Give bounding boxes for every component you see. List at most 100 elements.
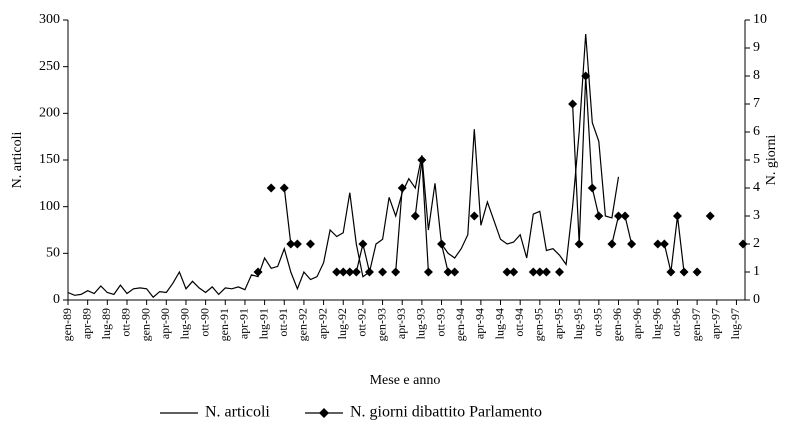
diamond-marker xyxy=(292,239,302,249)
x-tick-label: apr-97 xyxy=(709,308,723,339)
x-tick-label: apr-90 xyxy=(158,308,172,339)
x-axis-label: Mese e anno xyxy=(370,373,441,388)
y2-tick-label: 4 xyxy=(753,180,760,195)
diamond-marker xyxy=(705,211,715,221)
x-tick-label: lug-92 xyxy=(335,308,349,339)
diamond-marker xyxy=(305,239,315,249)
diamond-marker xyxy=(574,239,584,249)
y2-tick-label: 3 xyxy=(753,208,760,223)
x-tick-label: apr-96 xyxy=(630,308,644,339)
diamond-marker xyxy=(410,211,420,221)
diamond-marker xyxy=(279,183,289,193)
y-tick-label: 50 xyxy=(46,246,60,261)
diamond-marker xyxy=(450,267,460,277)
y-tick-label: 100 xyxy=(39,199,60,214)
legend-label: N. giorni dibattito Parlamento xyxy=(350,404,542,421)
diamond-marker xyxy=(587,183,597,193)
diamond-marker xyxy=(364,267,374,277)
diamond-marker xyxy=(541,267,551,277)
diamond-marker xyxy=(351,267,361,277)
diamond-marker xyxy=(528,267,538,277)
legend-marker xyxy=(319,408,329,418)
x-tick-label: gen-90 xyxy=(138,308,152,341)
y-tick-label: 0 xyxy=(53,292,60,307)
y2-tick-label: 1 xyxy=(753,264,760,279)
diamond-marker xyxy=(679,267,689,277)
x-tick-label: ott-89 xyxy=(119,308,133,337)
x-tick-label: lug-93 xyxy=(414,308,428,339)
x-tick-label: gen-91 xyxy=(217,308,231,341)
x-tick-label: lug-91 xyxy=(256,308,270,339)
y2-tick-label: 5 xyxy=(753,152,760,167)
diamond-marker xyxy=(672,211,682,221)
y-tick-label: 250 xyxy=(39,59,60,74)
diamond-marker xyxy=(397,183,407,193)
x-tick-label: apr-91 xyxy=(237,308,251,339)
y-tick-label: 200 xyxy=(39,106,60,121)
diamond-marker xyxy=(613,211,623,221)
x-tick-label: apr-93 xyxy=(394,308,408,339)
diamond-marker xyxy=(607,239,617,249)
diamond-marker xyxy=(594,211,604,221)
diamond-marker xyxy=(666,267,676,277)
y2-tick-label: 2 xyxy=(753,236,760,251)
x-tick-label: ott-96 xyxy=(669,308,683,337)
diamond-marker xyxy=(253,267,263,277)
diamond-marker xyxy=(345,267,355,277)
diamond-marker xyxy=(620,211,630,221)
x-tick-label: gen-92 xyxy=(296,308,310,341)
x-tick-label: gen-96 xyxy=(610,308,624,341)
x-tick-label: ott-95 xyxy=(591,308,605,337)
series-line xyxy=(336,243,371,273)
series-line xyxy=(611,215,633,245)
diamond-marker xyxy=(338,267,348,277)
y2-tick-label: 8 xyxy=(753,68,760,83)
x-tick-label: ott-92 xyxy=(355,308,369,337)
x-tick-label: apr-95 xyxy=(551,308,565,339)
x-tick-label: gen-95 xyxy=(532,308,546,341)
diamond-marker xyxy=(378,267,388,277)
diamond-marker xyxy=(332,267,342,277)
x-tick-label: apr-92 xyxy=(315,308,329,339)
y2-tick-label: 7 xyxy=(753,96,760,111)
x-tick-label: lug-89 xyxy=(99,308,113,339)
diamond-marker xyxy=(437,239,447,249)
diamond-marker xyxy=(502,267,512,277)
x-tick-label: lug-96 xyxy=(650,308,664,339)
series-line xyxy=(67,33,620,299)
diamond-marker xyxy=(266,183,276,193)
series-line xyxy=(395,187,403,273)
x-tick-label: lug-90 xyxy=(178,308,192,339)
x-tick-label: gen-94 xyxy=(453,308,467,341)
diamond-marker xyxy=(568,99,578,109)
diamond-marker xyxy=(286,239,296,249)
diamond-marker xyxy=(738,239,748,249)
series-line xyxy=(283,187,298,245)
x-tick-label: ott-93 xyxy=(433,308,447,337)
x-tick-label: lug-95 xyxy=(571,308,585,339)
diamond-marker xyxy=(423,267,433,277)
diamond-marker xyxy=(417,155,427,165)
x-tick-label: ott-91 xyxy=(276,308,290,337)
diamond-marker xyxy=(659,239,669,249)
y-tick-label: 150 xyxy=(39,152,60,167)
x-tick-label: lug-94 xyxy=(492,308,506,339)
x-tick-label: apr-89 xyxy=(79,308,93,339)
diamond-marker xyxy=(469,211,479,221)
legend-label: N. articoli xyxy=(205,404,270,421)
x-tick-label: gen-93 xyxy=(374,308,388,341)
diamond-marker xyxy=(653,239,663,249)
diamond-marker xyxy=(443,267,453,277)
y2-tick-label: 0 xyxy=(753,292,760,307)
x-tick-label: apr-94 xyxy=(473,308,487,339)
x-tick-label: ott-90 xyxy=(197,308,211,337)
diamond-marker xyxy=(535,267,545,277)
y-axis-label: N. articoli xyxy=(10,132,25,189)
x-tick-label: gen-97 xyxy=(689,308,703,341)
x-tick-label: ott-94 xyxy=(512,308,526,337)
diamond-marker xyxy=(358,239,368,249)
diamond-marker xyxy=(391,267,401,277)
y2-axis-label: N. giorni xyxy=(764,135,779,186)
diamond-marker xyxy=(627,239,637,249)
